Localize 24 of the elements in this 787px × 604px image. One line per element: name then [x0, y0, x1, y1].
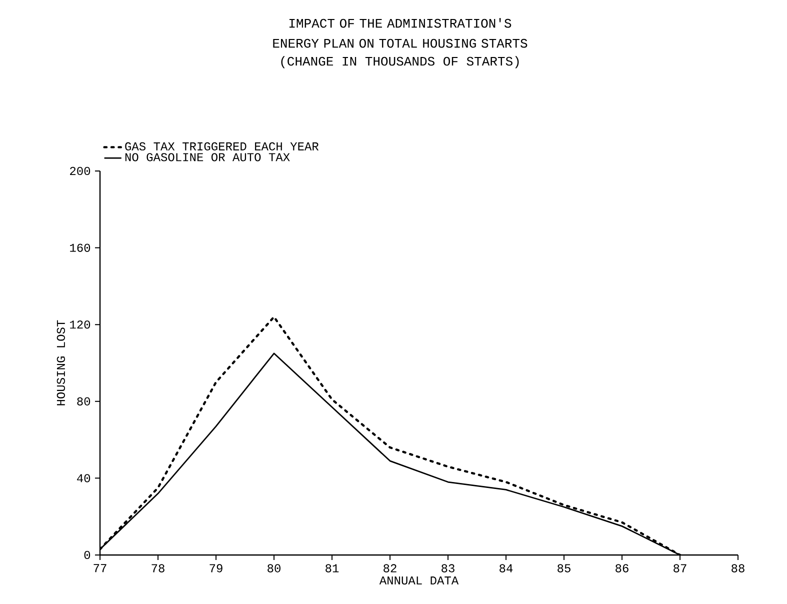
- x-tick-label: 86: [616, 564, 628, 572]
- x-tick-label: 77: [94, 564, 106, 572]
- x-axis-title: ANNUAL DATA: [379, 576, 459, 585]
- chart-subtitle: (CHANGE IN THOUSANDS OF STARTS): [281, 56, 519, 68]
- x-tick-label: 84: [500, 564, 513, 572]
- x-tick-label: 79: [210, 564, 222, 572]
- x-tick-label: 83: [442, 564, 454, 572]
- legend-label: GAS TAX TRIGGERED EACH YEAR: [125, 142, 319, 150]
- x-tick-label: 87: [674, 564, 686, 572]
- x-tick-label: 88: [732, 564, 744, 572]
- y-tick-label: 80: [77, 397, 90, 406]
- x-tick-label: 78: [152, 564, 164, 572]
- y-tick-label: 160: [70, 244, 90, 252]
- legend-label: NO GASOLINE OR AUTO TAX: [125, 153, 290, 162]
- y-axis-title: HOUSING LOST: [56, 320, 65, 406]
- x-tick-label: 81: [326, 564, 339, 572]
- chart-title: IMPACT OF THE ADMINISTRATION'S ENERGY PLAN ON TOTAL HOUSING STARTS: [273, 18, 528, 48]
- x-tick-label: 82: [384, 564, 396, 572]
- x-tick-label: 80: [268, 564, 280, 572]
- y-tick-label: 200: [70, 166, 90, 176]
- y-tick-label: 0: [84, 550, 90, 560]
- y-tick-label: 40: [77, 474, 90, 482]
- y-tick-label: 120: [70, 320, 90, 329]
- x-tick-label: 85: [558, 564, 570, 572]
